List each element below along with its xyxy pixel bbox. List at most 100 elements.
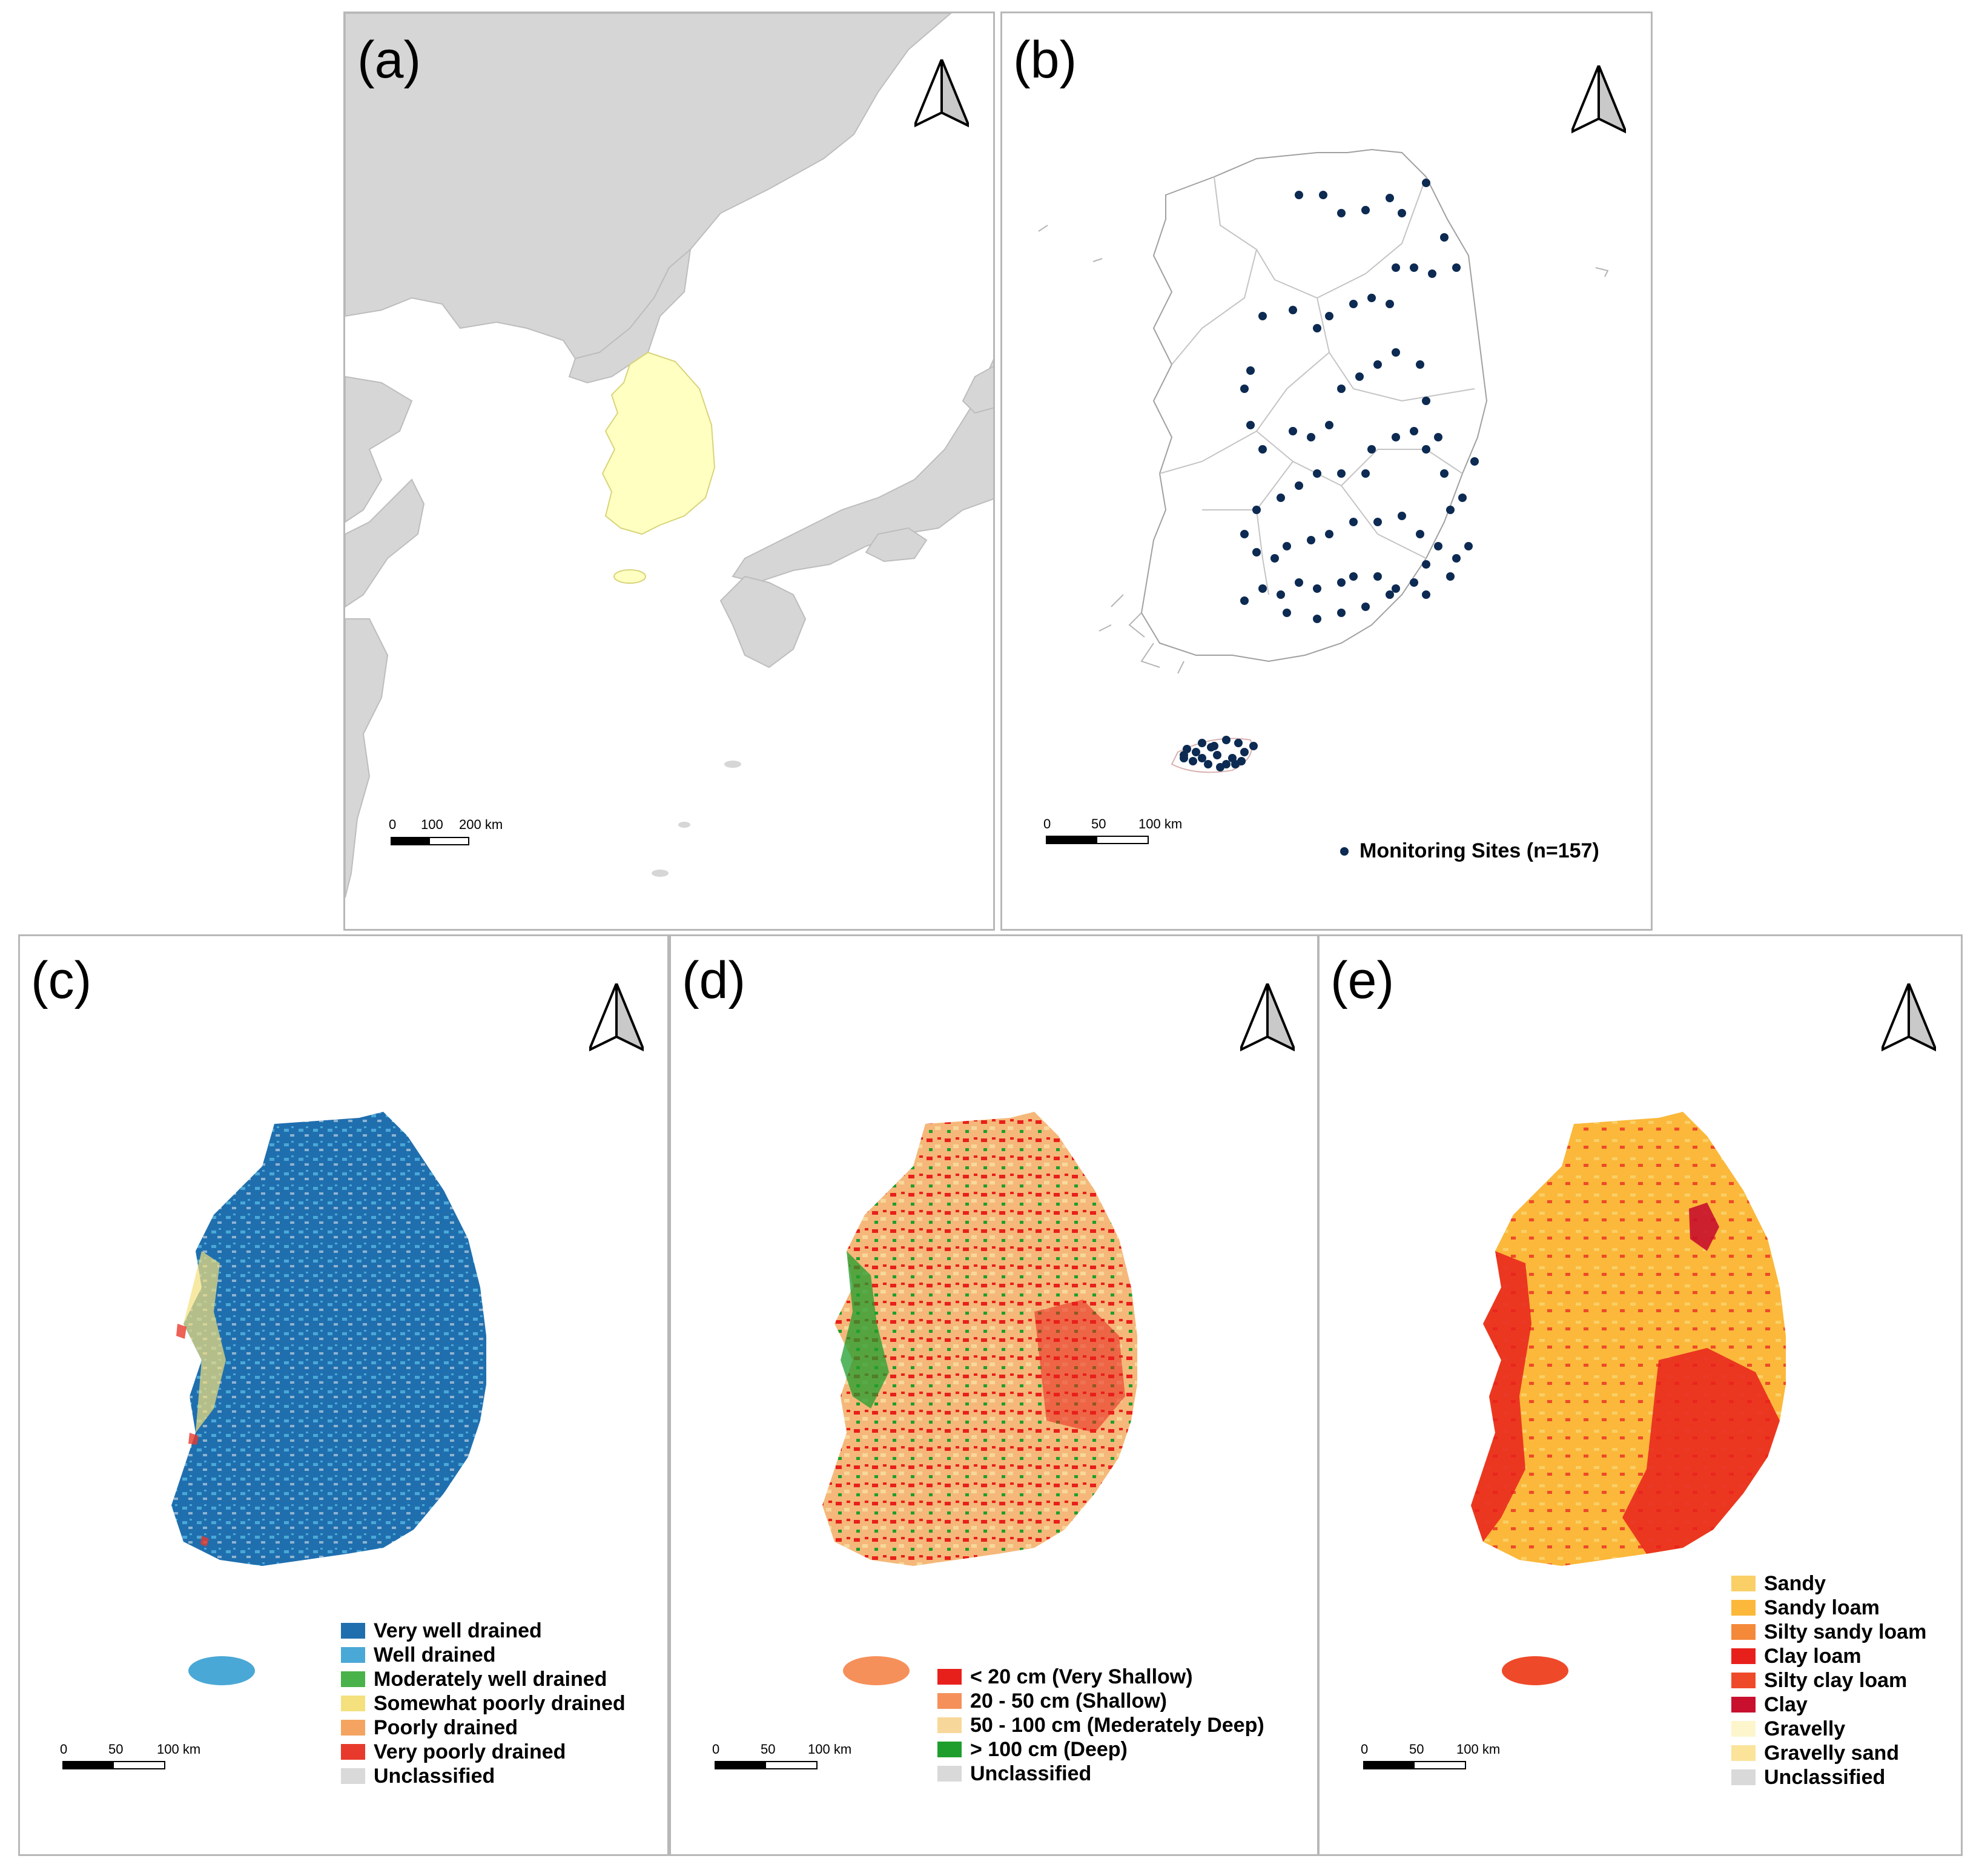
scale-tick-1: 50	[108, 1742, 124, 1757]
legend-item: > 100 cm (Deep)	[937, 1737, 1264, 1762]
soil-texture-legend: Sandy Sandy loam Silty sandy loam Clay loam…	[1731, 1571, 1926, 1789]
monitoring-site-marker	[1258, 584, 1267, 593]
legend-swatch	[1731, 1745, 1756, 1761]
monitoring-site-marker	[1416, 530, 1424, 538]
legend-item: Clay	[1731, 1693, 1926, 1717]
depth-jeju	[843, 1656, 910, 1685]
monitoring-site-marker	[1410, 427, 1418, 435]
monitoring-site-marker	[1337, 385, 1346, 393]
monitoring-site-marker	[1213, 751, 1221, 759]
north-arrow-icon	[1571, 65, 1626, 134]
legend-swatch	[1731, 1576, 1756, 1591]
legend-label: Unclassified	[374, 1764, 495, 1788]
scale-tick-0: 0	[60, 1742, 68, 1757]
depth-deep-west	[841, 1251, 889, 1409]
legend-label: Sandy	[1764, 1571, 1826, 1595]
monitoring-site-marker	[1283, 542, 1291, 550]
japan-shikoku	[865, 527, 928, 563]
monitoring-site-marker	[1373, 518, 1382, 526]
monitoring-site-marker	[1464, 542, 1473, 550]
sites-legend-label: Monitoring Sites (n=157)	[1360, 839, 1599, 862]
legend-swatch	[937, 1742, 962, 1757]
monitoring-site-marker	[1367, 294, 1376, 302]
monitoring-site-marker	[1470, 457, 1479, 466]
monitoring-site-marker	[1240, 385, 1249, 393]
monitoring-site-marker	[1386, 590, 1394, 599]
sites-legend: Monitoring Sites (n=157)	[1340, 839, 1599, 863]
scale-tick-2: 100 km	[808, 1742, 852, 1757]
legend-label: > 100 cm (Deep)	[970, 1737, 1128, 1761]
monitoring-site-marker	[1270, 554, 1279, 563]
legend-label: Well drained	[374, 1643, 496, 1666]
monitoring-site-marker	[1337, 609, 1346, 617]
monitoring-site-marker	[1355, 372, 1364, 381]
legend-swatch	[937, 1693, 962, 1709]
legend-item: 50 - 100 cm (Mederately Deep)	[937, 1713, 1264, 1737]
panel-label: (d)	[682, 951, 746, 1009]
shandong-peninsula	[345, 478, 425, 608]
legend-swatch	[1731, 1697, 1756, 1713]
monitoring-site-marker	[1458, 494, 1467, 502]
monitoring-site-marker	[1446, 506, 1455, 514]
scale-tick-0: 0	[1361, 1742, 1369, 1757]
drainage-map	[171, 1112, 486, 1685]
monitoring-site-marker	[1277, 590, 1285, 599]
legend-item: Poorly drained	[341, 1716, 626, 1740]
legend-item: Unclassified	[341, 1764, 626, 1788]
monitoring-site-marker	[1307, 536, 1315, 544]
china-coast-south	[345, 375, 413, 523]
legend-item: Unclassified	[937, 1762, 1264, 1786]
monitoring-site-marker	[1422, 590, 1430, 599]
south-korea-sites-map	[1038, 148, 1609, 773]
monitoring-site-marker	[1222, 760, 1231, 768]
legend-item: Gravelly	[1731, 1717, 1926, 1741]
legend-swatch	[1731, 1673, 1756, 1688]
depth-korea	[822, 1112, 1137, 1566]
monitoring-site-marker	[1258, 312, 1267, 320]
scale-tick-2: 200 km	[459, 817, 503, 832]
legend-swatch	[341, 1744, 365, 1760]
panel-c: (c) 0 50 100 km Very well drained Well dr…	[18, 934, 669, 1856]
south-korea-outline	[1140, 148, 1488, 662]
monitoring-site-marker	[1422, 560, 1430, 569]
panel-b: (b) 0 50 100 km Monitoring Sites (n=157)	[1000, 12, 1653, 931]
monitoring-site-marker	[1325, 312, 1333, 320]
monitoring-site-marker	[1180, 754, 1188, 762]
monitoring-site-marker	[1313, 615, 1321, 623]
monitoring-site-marker	[1295, 191, 1303, 199]
monitoring-site-marker	[1422, 179, 1430, 187]
scale-tick-2: 100 km	[157, 1742, 201, 1757]
legend-item: Silty sandy loam	[1731, 1620, 1926, 1644]
monitoring-site-marker	[1349, 300, 1358, 308]
monitoring-site-marker	[1192, 748, 1200, 756]
drainage-legend: Very well drained Well drained Moderately …	[341, 1619, 626, 1788]
monitoring-site-marker	[1410, 263, 1418, 272]
texture-jeju	[1502, 1656, 1568, 1685]
panel-a: (a) 0 100 200 km	[343, 12, 995, 931]
monitoring-site-marker	[1361, 206, 1370, 214]
legend-label: Gravelly	[1764, 1717, 1846, 1740]
monitoring-site-marker	[1349, 572, 1358, 581]
legend-label: Clay	[1764, 1693, 1808, 1716]
monitoring-site-marker	[1295, 481, 1303, 490]
monitoring-site-marker	[1434, 542, 1442, 550]
panel-d: (d) 0 50 100 km < 20 cm (Very Shallow) 20…	[669, 934, 1319, 1856]
monitoring-site-marker	[1452, 554, 1461, 563]
monitoring-site-marker	[1373, 572, 1382, 581]
monitoring-site-marker	[1189, 757, 1197, 765]
soil-depth-legend: < 20 cm (Very Shallow) 20 - 50 cm (Shallo…	[937, 1665, 1264, 1786]
china-coast-lower	[345, 618, 389, 898]
monitoring-site-marker	[1325, 421, 1333, 429]
legend-item: 20 - 50 cm (Shallow)	[937, 1689, 1264, 1713]
legend-swatch	[937, 1717, 962, 1733]
soil-depth-map	[822, 1112, 1137, 1685]
scale-bar-graphic	[715, 1761, 818, 1769]
scale-tick-0: 0	[389, 817, 397, 832]
monitoring-site-marker	[1240, 596, 1249, 605]
legend-swatch	[937, 1669, 962, 1685]
monitoring-site-marker	[1392, 263, 1400, 272]
legend-item: Moderately well drained	[341, 1667, 626, 1691]
monitoring-site-marker	[1252, 506, 1261, 514]
monitoring-site-marker	[1392, 348, 1400, 357]
legend-item: Sandy loam	[1731, 1596, 1926, 1620]
